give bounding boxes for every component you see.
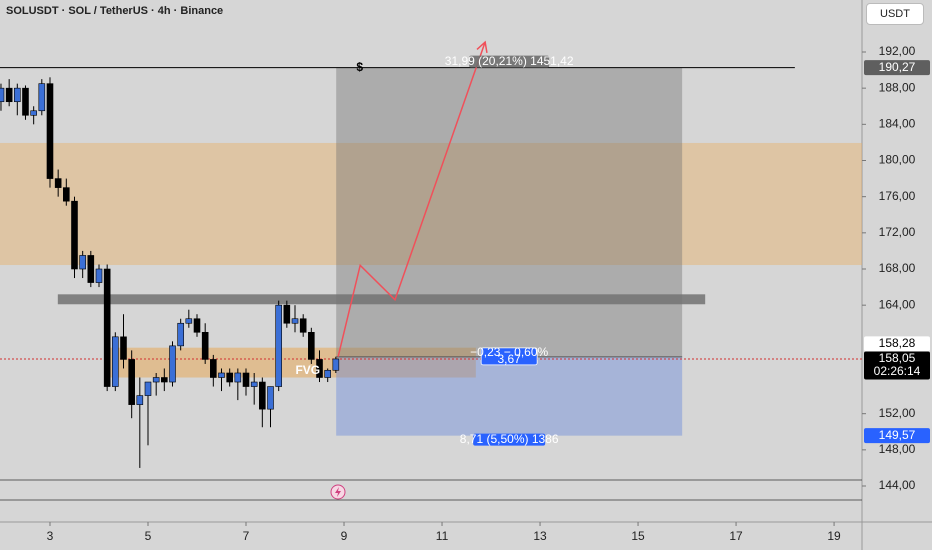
x-tick-label: 7 [243,529,250,543]
zone [57,294,706,305]
price-tag-label: 149,57 [879,428,916,442]
stop-zone [336,356,683,436]
candle-body [283,304,291,324]
x-tick-label: 19 [827,529,841,543]
price-tag-label: 190,27 [879,60,916,74]
candle-body [169,345,176,383]
candle-body [210,359,217,378]
candle-body [185,318,193,324]
y-tick-label: 148,00 [879,442,916,456]
y-tick-label: 180,00 [879,153,916,167]
price-tag [864,60,930,76]
x-tick-label: 3 [47,529,54,543]
target-label: 31,99 (20,21%) 1451,42 [445,54,574,68]
price-tag [864,351,930,380]
candle-body [234,372,242,383]
candle-body [324,369,331,378]
candle-body [112,336,119,387]
candle-body [63,187,70,202]
y-tick-label: 184,00 [879,117,916,131]
candle-body [95,268,103,283]
price-tag [864,428,930,444]
candle-body [201,331,209,360]
zone-label: FVG [295,363,320,377]
y-tick-label: 164,00 [879,297,916,311]
candle-body [259,381,266,410]
candle-body [267,386,274,410]
target-zone [336,67,683,357]
x-tick-label: 13 [533,529,547,543]
entry-label-bg [480,347,538,366]
candle-body [30,110,37,116]
candle-body [144,381,152,396]
entry-sublabel: 3,67 [497,352,521,366]
candle-body [242,372,250,387]
y-tick-label: 168,00 [879,261,916,275]
candle-body [0,87,5,103]
candle-body [22,87,29,116]
price-tag [864,336,930,352]
y-tick-label: 152,00 [879,406,916,420]
candle-body [46,83,54,179]
y-tick-label: 144,00 [879,478,916,492]
candle-body [87,255,95,283]
candle-body [136,395,144,405]
price-tag-label: 158,05 [879,351,916,365]
candle-body [218,372,225,378]
x-tick-label: 11 [436,529,449,543]
stop-label: 8,71 (5,50%) 1386 [460,432,559,446]
zone [0,142,862,266]
candle-body [291,318,299,324]
candle-body [13,87,21,103]
level-marker: $ [356,60,363,74]
event-icon-bolt [335,487,341,497]
target-label-bg [469,55,550,68]
candle-body [177,322,184,347]
y-tick-label: 172,00 [879,225,916,239]
candle-body [79,255,86,270]
price-tag-label: 158,28 [879,336,916,350]
x-tick-label: 15 [631,529,645,543]
candle-body [299,318,307,333]
candle-body [103,268,111,387]
stop-label-bg [473,433,546,446]
x-tick-label: 17 [729,529,743,543]
candle-body [332,358,340,371]
currency-button[interactable]: USDT [866,3,924,25]
candle-body [275,304,282,387]
candle-body [71,200,78,270]
entry-label: −0,23 − 0,60% [470,345,548,359]
candle-body [38,83,46,112]
candle-body [152,377,160,383]
y-tick-label: 188,00 [879,80,916,94]
candle-body [161,377,168,383]
price-tag-countdown: 02:26:14 [874,364,921,378]
y-tick-label: 192,00 [879,44,916,58]
projection-line [337,41,486,357]
candle-body [128,359,135,405]
chart-title: SOLUSDT · SOL / TetherUS · 4h · Binance [6,5,224,17]
candle-body [226,372,233,383]
y-tick-label: 176,00 [879,189,916,203]
projection-arrowhead [476,40,488,54]
x-tick-label: 9 [341,529,348,543]
zone [107,347,476,378]
candle-body [54,178,62,188]
candle-body [120,336,127,360]
candle-body [5,87,13,103]
candle-body [250,381,258,387]
candle-body [193,318,201,333]
candle-body [316,359,323,378]
x-tick-label: 5 [145,529,152,543]
candle-body [308,331,315,360]
